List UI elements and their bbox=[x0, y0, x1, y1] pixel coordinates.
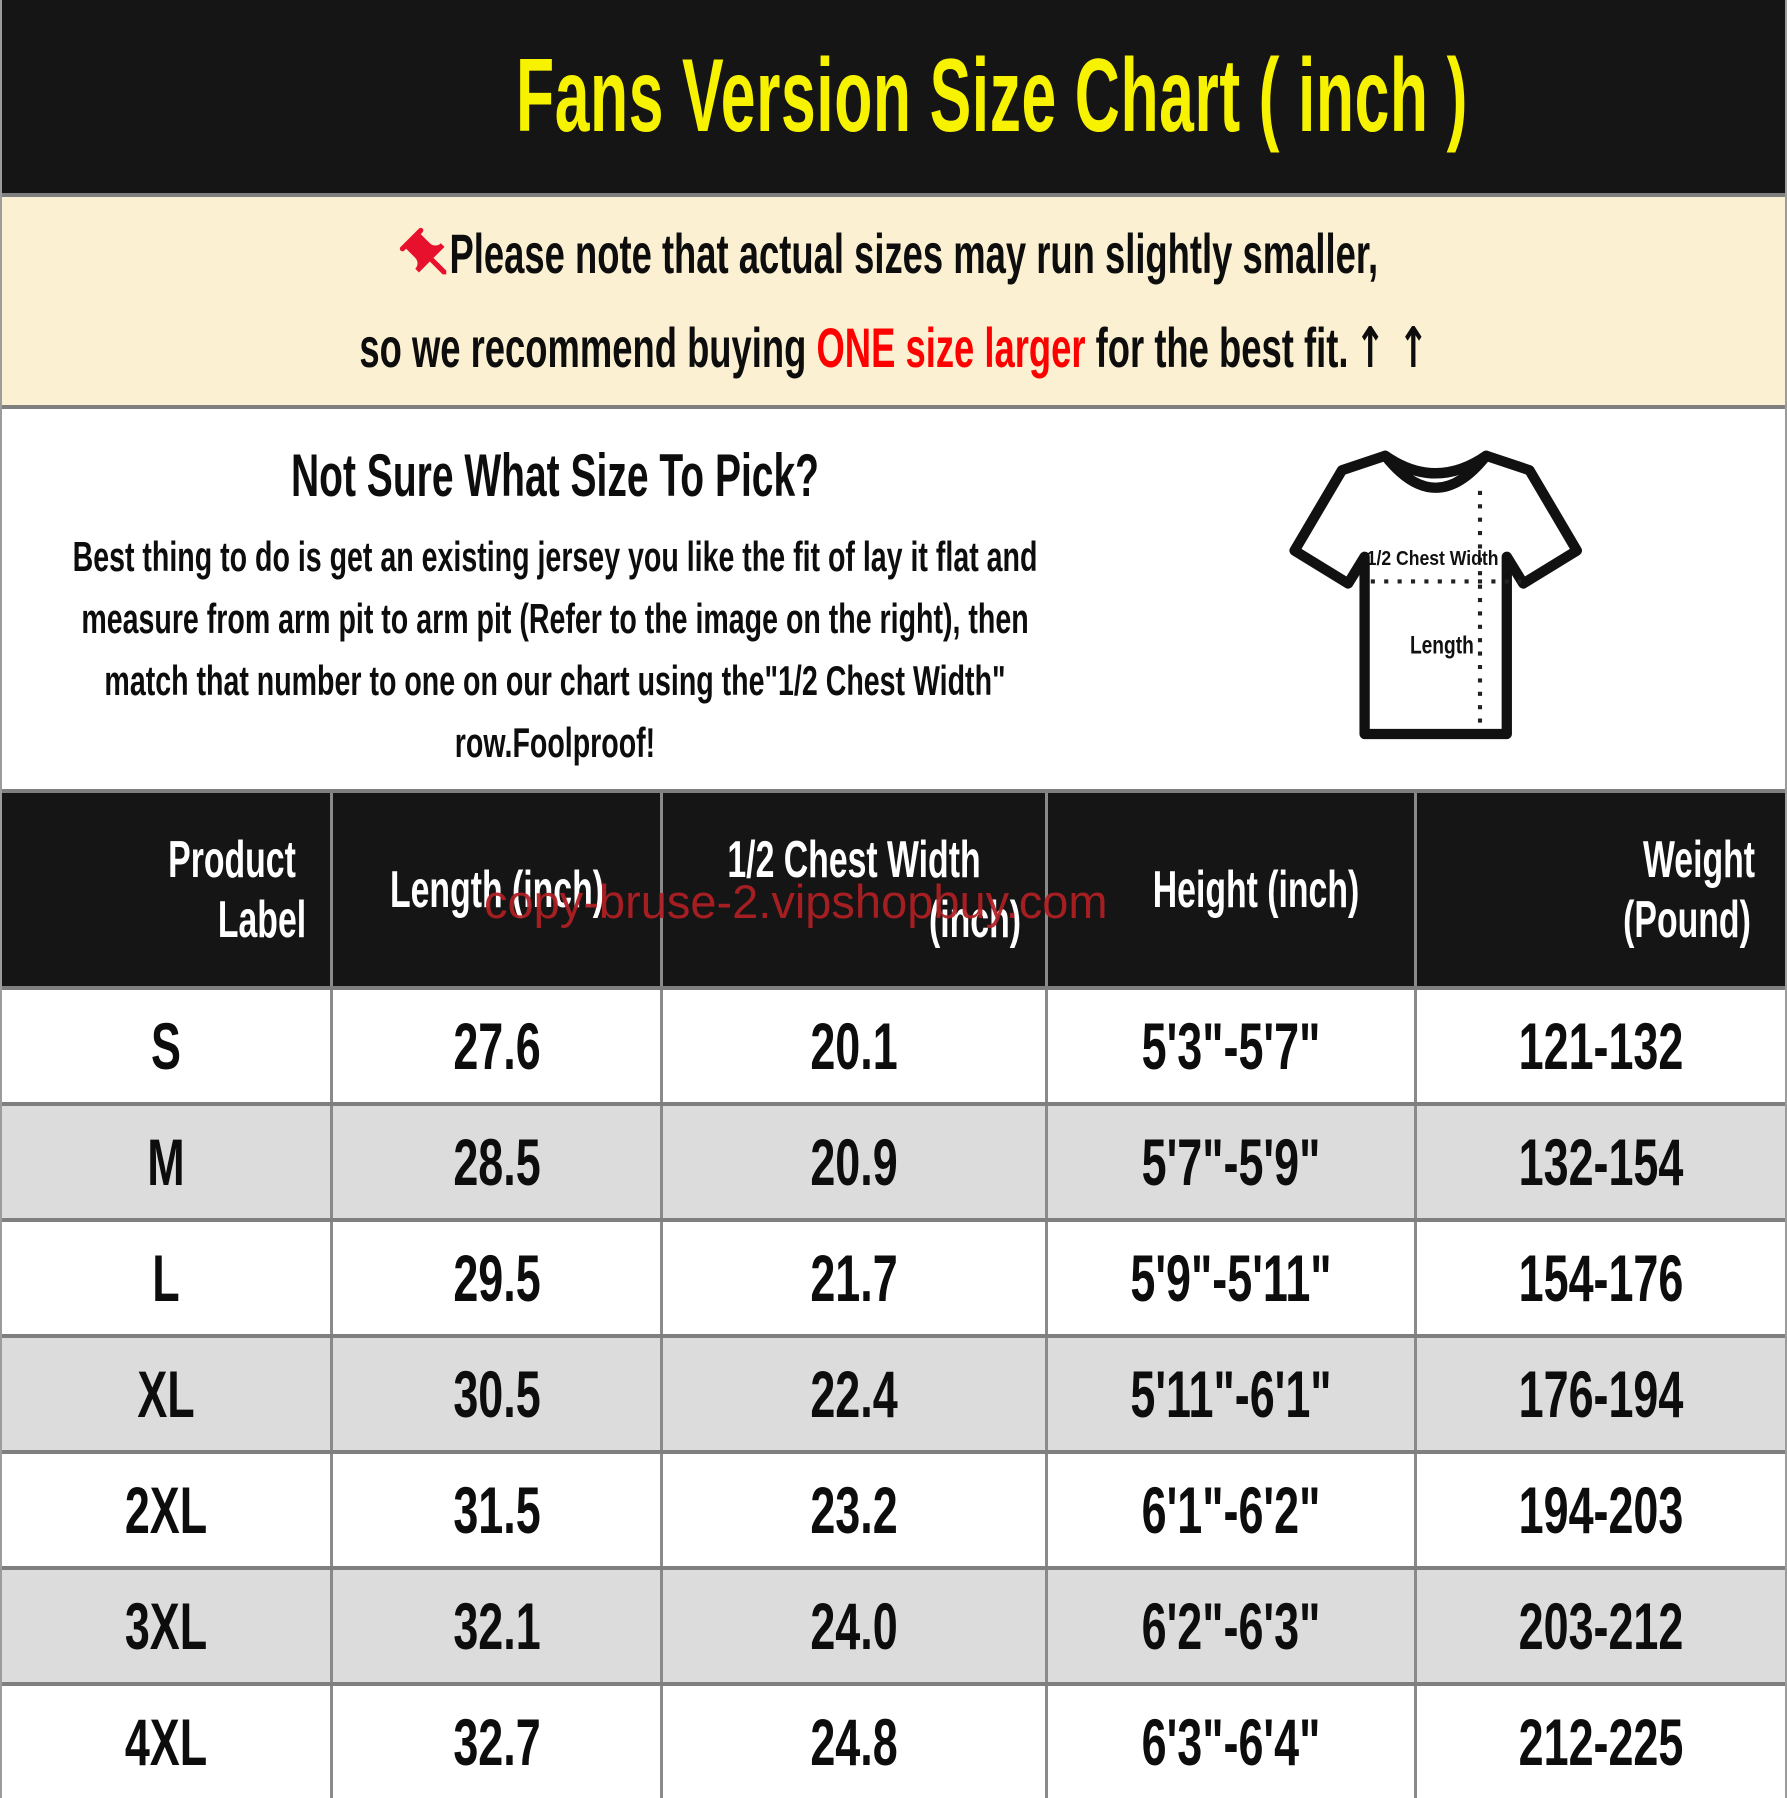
sizing-guide-text: Not Sure What Size To Pick? Best thing t… bbox=[2, 409, 1107, 789]
cell-chest: 20.9 bbox=[661, 1102, 1049, 1220]
cell-chest: 23.2 bbox=[661, 1450, 1049, 1568]
header-height: Height (inch) bbox=[1046, 791, 1418, 988]
note-line-1-content: Please note that actual sizes may run sl… bbox=[400, 221, 1379, 287]
cell-length: 27.6 bbox=[331, 986, 664, 1104]
table-row-l: L 29.5 21.7 5'9"-5'11" 154-176 bbox=[2, 1218, 1785, 1336]
cell-length: 32.7 bbox=[331, 1682, 664, 1798]
cell-size: 2XL bbox=[2, 1450, 334, 1568]
note-line-1: Please note that actual sizes may run sl… bbox=[147, 221, 1640, 287]
cell-length: 29.5 bbox=[331, 1218, 664, 1336]
cell-weight: 132-154 bbox=[1415, 1102, 1785, 1220]
note-line-2-highlight: ONE size larger bbox=[815, 315, 1086, 379]
note-line-2: so we recommend buying ONE size larger f… bbox=[71, 315, 1716, 381]
sizing-guide-heading: Not Sure What Size To Pick? bbox=[290, 442, 819, 509]
guide-body-line: Best thing to do is get an existing jers… bbox=[72, 533, 1037, 580]
table-row-s: S 27.6 20.1 5'3"-5'7" 121-132 bbox=[2, 986, 1785, 1104]
cell-length: 30.5 bbox=[331, 1334, 664, 1452]
cell-size: XL bbox=[2, 1334, 334, 1452]
cell-height: 6'3"-6'4" bbox=[1046, 1682, 1418, 1798]
sizing-guide-body: Best thing to do is get an existing jers… bbox=[2, 526, 1107, 774]
guide-body-line: row.Foolproof! bbox=[454, 719, 655, 766]
pushpin-icon bbox=[398, 225, 460, 287]
cell-weight: 121-132 bbox=[1415, 986, 1785, 1104]
cell-chest: 22.4 bbox=[661, 1334, 1049, 1452]
cell-length: 31.5 bbox=[331, 1450, 664, 1568]
table-row-4xl: 4XL 32.7 24.8 6'3"-6'4" 212-225 bbox=[2, 1682, 1785, 1798]
cell-height: 5'9"-5'11" bbox=[1046, 1218, 1418, 1336]
chest-width-label: 1/2 Chest Width bbox=[1367, 547, 1499, 570]
table-row-xl: XL 30.5 22.4 5'11"-6'1" 176-194 bbox=[2, 1334, 1785, 1452]
cell-height: 5'11"-6'1" bbox=[1046, 1334, 1418, 1452]
title-bar: Fans Version Size Chart ( inch ) bbox=[2, 0, 1785, 197]
note-line-2-prefix: so we recommend buying bbox=[358, 315, 816, 379]
guide-body-line: measure from arm pit to arm pit (Refer t… bbox=[80, 595, 1029, 642]
cell-weight: 154-176 bbox=[1415, 1218, 1785, 1336]
cell-chest: 24.8 bbox=[661, 1682, 1049, 1798]
cell-length: 28.5 bbox=[331, 1102, 664, 1220]
note-line-1-text: Please note that actual sizes may run sl… bbox=[449, 221, 1379, 285]
sizing-guide-section: Not Sure What Size To Pick? Best thing t… bbox=[2, 409, 1785, 789]
cell-size: M bbox=[2, 1102, 334, 1220]
cell-size: 3XL bbox=[2, 1566, 334, 1684]
header-length: Length (inch) bbox=[331, 791, 664, 988]
cell-weight: 176-194 bbox=[1415, 1334, 1785, 1452]
header-row: Product Label Length (inch) 1/2 Chest Wi… bbox=[2, 791, 1785, 988]
cell-chest: 24.0 bbox=[661, 1566, 1049, 1684]
note-banner: Please note that actual sizes may run sl… bbox=[2, 197, 1785, 409]
note-line-2-suffix: for the best fit. bbox=[1085, 315, 1348, 379]
table-row-m: M 28.5 20.9 5'7"-5'9" 132-154 bbox=[2, 1102, 1785, 1220]
cell-length: 32.1 bbox=[331, 1566, 664, 1684]
cell-chest: 21.7 bbox=[661, 1218, 1049, 1336]
tshirt-diagram: 1/2 Chest Width Length bbox=[1107, 409, 1785, 789]
cell-weight: 203-212 bbox=[1415, 1566, 1785, 1684]
cell-size: S bbox=[2, 986, 334, 1104]
cell-height: 6'1"-6'2" bbox=[1046, 1450, 1418, 1568]
length-label: Length bbox=[1410, 633, 1474, 660]
cell-height: 6'2"-6'3" bbox=[1046, 1566, 1418, 1684]
guide-body-line: match that number to one on our chart us… bbox=[103, 657, 1006, 704]
size-table-header: Product Label Length (inch) 1/2 Chest Wi… bbox=[2, 791, 1785, 988]
note-line-2-content: so we recommend buying ONE size larger f… bbox=[358, 315, 1429, 381]
cell-height: 5'7"-5'9" bbox=[1046, 1102, 1418, 1220]
size-table: Product Label Length (inch) 1/2 Chest Wi… bbox=[2, 789, 1785, 1798]
size-table-body: S 27.6 20.1 5'3"-5'7" 121-132 M 28.5 20.… bbox=[2, 986, 1785, 1798]
cell-height: 5'3"-5'7" bbox=[1046, 986, 1418, 1104]
table-row-2xl: 2XL 31.5 23.2 6'1"-6'2" 194-203 bbox=[2, 1450, 1785, 1568]
cell-weight: 194-203 bbox=[1415, 1450, 1785, 1568]
cell-weight: 212-225 bbox=[1415, 1682, 1785, 1798]
table-row-3xl: 3XL 32.1 24.0 6'2"-6'3" 203-212 bbox=[2, 1566, 1785, 1684]
header-product-label: Product Label bbox=[2, 791, 334, 988]
cell-size: 4XL bbox=[2, 1682, 334, 1798]
header-weight: Weight (Pound) bbox=[1415, 791, 1785, 988]
tshirt-measure-icon: 1/2 Chest Width Length bbox=[1289, 450, 1582, 740]
cell-chest: 20.1 bbox=[661, 986, 1049, 1104]
page-title: Fans Version Size Chart ( inch ) bbox=[515, 38, 1468, 154]
cell-size: L bbox=[2, 1218, 334, 1336]
watermark: copy-bruse-2.vipshopbuy.com bbox=[484, 875, 1108, 928]
up-arrows: ↑ ↑ bbox=[1354, 315, 1429, 381]
header-chest-width: 1/2 Chest Width (inch) bbox=[661, 791, 1049, 988]
